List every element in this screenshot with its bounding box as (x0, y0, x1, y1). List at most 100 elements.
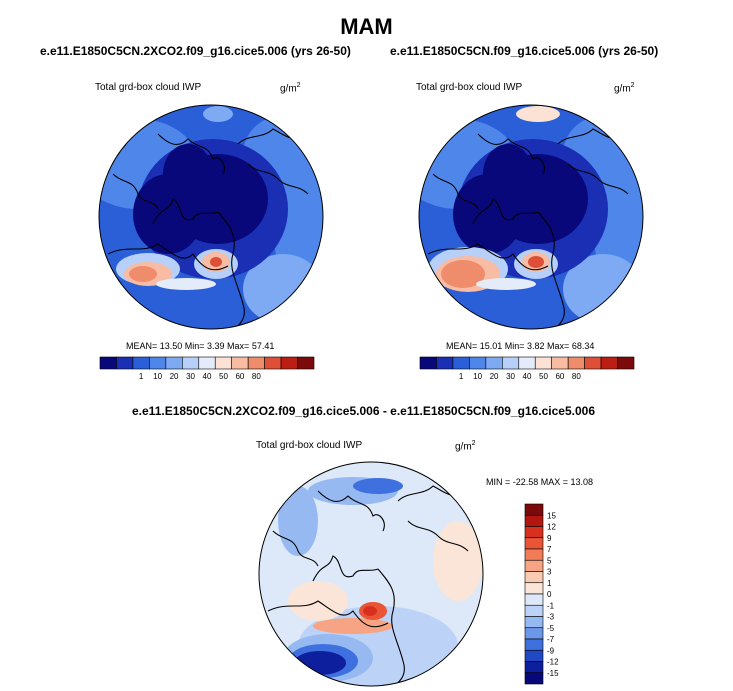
panel-2-units: g/m2 (614, 82, 635, 95)
colorbar-box (452, 356, 470, 370)
field-region-storm-band (156, 278, 216, 290)
colorbar-tick-label: -15 (547, 669, 559, 678)
panel-2-variable-label: Total grd-box cloud IWP (416, 82, 523, 93)
panel-2-colorbar: 1 10 20 30 40 50 60 80 (419, 356, 635, 381)
coastline-1 (107, 243, 229, 271)
colorbar-tick-label: -5 (547, 624, 555, 633)
panel-1-colorbar: 1 10 20 30 40 50 60 80 (99, 356, 315, 381)
coastline-4 (317, 490, 385, 532)
panel-3-units: g/m2 (455, 440, 476, 453)
colorbar-box (524, 503, 544, 516)
colorbar-box (165, 356, 183, 370)
colorbar-box (524, 604, 544, 617)
colorbar-tick-label: 30 (186, 372, 195, 381)
colorbar-box (617, 356, 635, 370)
colorbar-box (524, 661, 544, 674)
colorbar-box (149, 356, 167, 370)
field-region-ne-blue-2 (353, 478, 403, 494)
colorbar-box (524, 616, 544, 629)
colorbar-tick-label: 30 (506, 372, 515, 381)
coastline-1 (427, 243, 549, 271)
colorbar-tick-label: 10 (153, 372, 162, 381)
colorbar-tick-label: 1 (459, 372, 464, 381)
colorbar-tick-label: 40 (523, 372, 532, 381)
coastline-7 (112, 173, 159, 210)
colorbar-tick-label: 1 (139, 372, 144, 381)
coastline-1 (267, 600, 389, 628)
panel-1-polar-map (98, 104, 324, 330)
colorbar-box (280, 356, 298, 370)
colorbar-box (551, 356, 569, 370)
field-region-warm-spot-core (363, 606, 377, 616)
field-region-warm-band (313, 618, 393, 634)
colorbar-box (524, 627, 544, 640)
colorbar-box (436, 356, 454, 370)
colorbar-box (231, 356, 249, 370)
colorbar-box (247, 356, 265, 370)
panel-2-polar-map (418, 104, 644, 330)
panel-3-stats: MIN = -22.58 MAX = 13.08 (486, 477, 594, 487)
colorbar-box (132, 356, 150, 370)
colorbar-box (214, 356, 232, 370)
colorbar-tick-label: 60 (555, 372, 564, 381)
colorbar-tick-label: 15 (547, 511, 556, 520)
coastline-3 (217, 211, 245, 329)
colorbar-box (485, 356, 503, 370)
colorbar-box (518, 356, 536, 370)
field-region-w-blue (278, 486, 318, 556)
colorbar-tick-label: -3 (547, 613, 555, 622)
colorbar-tick-label: 80 (572, 372, 581, 381)
panel-3-variable-label: Total grd-box cloud IWP (256, 440, 363, 451)
panel-2-title: e.e11.E1850C5CN.f09_g16.cice5.006 (yrs 2… (390, 44, 659, 58)
colorbar-box (524, 638, 544, 651)
colorbar-box (198, 356, 216, 370)
colorbar-tick-label: 5 (547, 556, 552, 565)
colorbar-box (99, 356, 117, 370)
colorbar-box (567, 356, 585, 370)
panel-3-colorbar: 15 12 9 7 5 3 1 0 -1 -3 -5 -7 -9 -12 -15 (524, 503, 559, 685)
field-region-storm-track-e-core (210, 257, 222, 267)
colorbar-box (524, 672, 544, 685)
coastline-4 (157, 133, 225, 175)
field-region-storm-band (476, 278, 536, 290)
colorbar-box (524, 537, 544, 550)
colorbar-tick-label: 50 (219, 372, 228, 381)
colorbar-box (524, 593, 544, 606)
field-region-ne-pale-spot (203, 106, 233, 122)
map-boundary (98, 104, 324, 330)
colorbar-box (469, 356, 487, 370)
coastline-2 (312, 555, 379, 582)
colorbar-box (116, 356, 134, 370)
colorbar-box (524, 582, 544, 595)
field-region-ne-pale-spot (516, 106, 560, 122)
colorbar-tick-label: 50 (539, 372, 548, 381)
map-boundary (258, 461, 484, 687)
colorbar-tick-label: 60 (235, 372, 244, 381)
colorbar-tick-label: 1 (547, 579, 552, 588)
colorbar-tick-label: 20 (170, 372, 179, 381)
colorbar-box (524, 514, 544, 527)
coastline-3 (537, 211, 565, 329)
coastline-2 (472, 198, 539, 225)
field-region-storm-track-w-core (129, 266, 157, 282)
colorbar-box (502, 356, 520, 370)
field-region-atlantic-core-2 (483, 144, 533, 204)
colorbar-tick-label: 9 (547, 534, 552, 543)
coastline-6 (247, 163, 309, 195)
coastline-3 (377, 568, 405, 686)
colorbar-box (182, 356, 200, 370)
coastline-4 (477, 133, 545, 175)
colorbar-box (524, 571, 544, 584)
panel-1-variable-label: Total grd-box cloud IWP (95, 82, 202, 93)
panel-1-title: e.e11.E1850C5CN.2XCO2.f09_g16.cice5.006 … (40, 44, 351, 58)
field-region-atlantic-core-2 (163, 144, 213, 204)
colorbar-tick-label: 10 (473, 372, 482, 381)
panel-3-polar-map (258, 461, 484, 687)
coastline-6 (567, 163, 629, 195)
colorbar-tick-label: -12 (547, 658, 559, 667)
colorbar-tick-label: 12 (547, 523, 556, 532)
colorbar-tick-label: 3 (547, 568, 552, 577)
panel-3-title: e.e11.E1850C5CN.2XCO2.f09_g16.cice5.006 … (132, 404, 595, 418)
coastline-2 (152, 198, 219, 225)
colorbar-tick-label: 7 (547, 545, 552, 554)
